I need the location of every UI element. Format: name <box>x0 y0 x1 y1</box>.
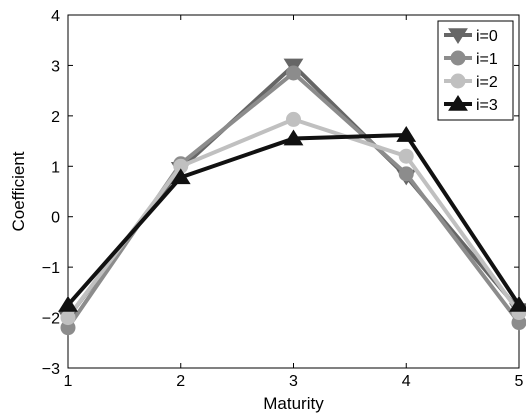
x-tick-label: 2 <box>176 373 185 390</box>
legend-label: i=2 <box>476 74 498 91</box>
y-tick-label: −2 <box>42 311 60 328</box>
y-tick-label: −1 <box>42 260 60 277</box>
series-3 <box>58 125 526 312</box>
series-2 <box>60 111 526 326</box>
y-tick-label: 4 <box>51 8 60 25</box>
series-point <box>283 129 304 146</box>
legend-marker <box>448 28 468 45</box>
series-point <box>398 148 414 164</box>
series-point <box>286 111 301 127</box>
y-tick-label: 2 <box>51 109 60 126</box>
x-tick-label: 3 <box>289 373 298 390</box>
legend-label: i=1 <box>476 51 498 68</box>
series-point <box>58 295 78 312</box>
legend-label: i=0 <box>476 28 498 45</box>
series-point <box>396 125 417 142</box>
series-point <box>398 166 414 182</box>
series-point <box>60 310 76 326</box>
x-axis-label: Maturity <box>263 394 324 413</box>
series-point <box>170 168 191 185</box>
x-tick-label: 1 <box>64 373 73 390</box>
y-tick-label: 3 <box>51 58 60 75</box>
legend: i=0 i=1 i=2 i=3 <box>437 20 514 121</box>
legend-marker <box>448 94 468 111</box>
legend-marker <box>450 50 466 66</box>
series-layer <box>58 58 526 336</box>
y-tick-label: 1 <box>51 159 60 176</box>
x-tick-labels: 1 2 3 4 5 <box>64 373 524 390</box>
legend-marker <box>450 73 466 89</box>
series-point <box>509 295 526 312</box>
series-point <box>286 65 301 81</box>
y-tick-label: −3 <box>42 361 60 378</box>
y-axis-label: Coefficient <box>9 151 28 231</box>
x-tick-label: 5 <box>515 373 524 390</box>
y-tick-label: 0 <box>51 210 60 227</box>
x-tick-label: 4 <box>402 373 411 390</box>
legend-label: i=3 <box>476 97 498 114</box>
y-tick-labels: −3 −2 −1 0 1 2 3 4 <box>42 8 60 378</box>
